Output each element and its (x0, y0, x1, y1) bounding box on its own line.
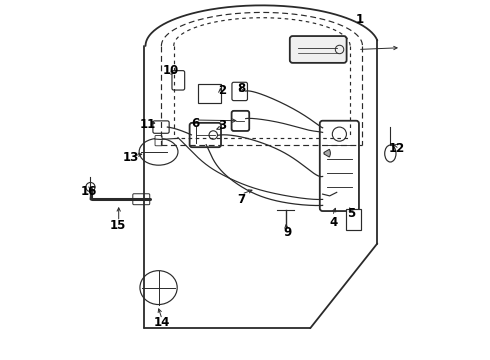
FancyBboxPatch shape (198, 84, 221, 103)
Text: 8: 8 (237, 82, 245, 95)
FancyBboxPatch shape (232, 111, 249, 131)
FancyBboxPatch shape (346, 209, 361, 230)
Ellipse shape (140, 271, 177, 305)
Text: 3: 3 (218, 119, 226, 132)
Text: 15: 15 (110, 219, 126, 232)
Text: 16: 16 (81, 185, 97, 198)
FancyBboxPatch shape (172, 71, 185, 90)
Text: 12: 12 (389, 142, 405, 155)
FancyBboxPatch shape (320, 121, 359, 211)
Text: 5: 5 (347, 207, 355, 220)
Text: 2: 2 (218, 84, 226, 96)
Text: 11: 11 (140, 118, 156, 131)
FancyBboxPatch shape (155, 136, 162, 146)
FancyBboxPatch shape (290, 36, 346, 63)
Ellipse shape (139, 138, 178, 165)
Text: 10: 10 (163, 64, 179, 77)
Ellipse shape (385, 145, 396, 162)
Text: 4: 4 (329, 216, 337, 229)
FancyBboxPatch shape (133, 194, 150, 205)
Text: 9: 9 (283, 226, 292, 239)
Text: 1: 1 (356, 13, 364, 26)
FancyBboxPatch shape (190, 123, 221, 147)
Text: 6: 6 (192, 117, 200, 130)
Text: 13: 13 (122, 150, 139, 163)
FancyBboxPatch shape (153, 121, 169, 133)
FancyBboxPatch shape (232, 82, 247, 100)
Text: 14: 14 (154, 316, 171, 329)
Wedge shape (324, 149, 330, 157)
Text: 7: 7 (238, 193, 245, 206)
